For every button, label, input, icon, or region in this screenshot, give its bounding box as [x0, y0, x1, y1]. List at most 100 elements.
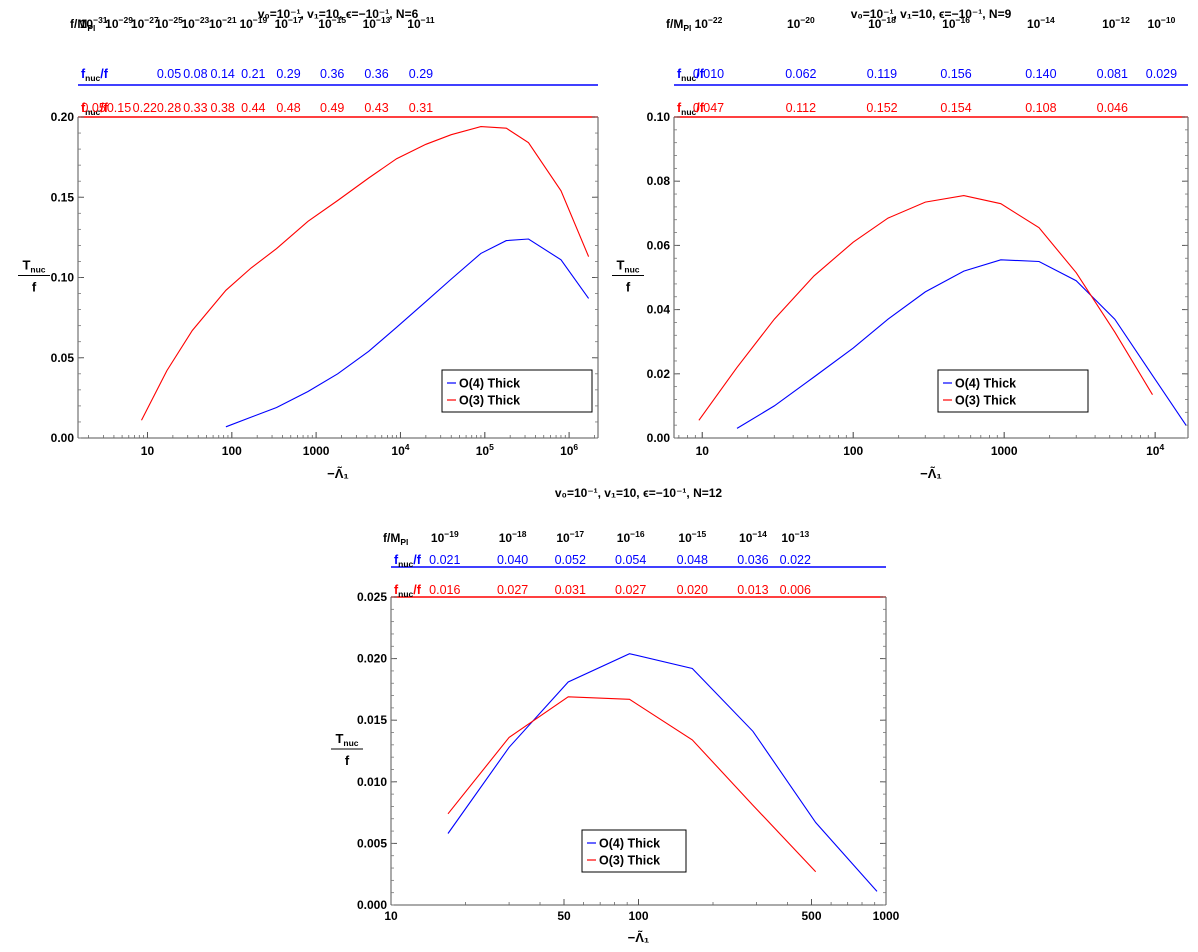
legend-box — [441, 369, 593, 413]
y-tick-label: 0.020 — [357, 652, 387, 666]
chart-title: v₀=10⁻¹, v₁=10, ϵ=−10⁻¹, N=6 — [258, 7, 419, 21]
y-tick-label: 0.010 — [357, 775, 387, 789]
chart-title: v₀=10⁻¹, v₁=10, ϵ=−10⁻¹, N=9 — [851, 7, 1012, 21]
legend-label: O(3) Thick — [599, 854, 660, 868]
top-axis-tick-label: 10−14 — [739, 529, 767, 545]
top-axis-tick-label: 10−17 — [275, 15, 303, 31]
legend-label: O(3) Thick — [955, 394, 1016, 408]
row-label: fnuc/f — [677, 101, 705, 117]
top-axis-tick-label: 10−13 — [781, 529, 809, 545]
x-tick-label: 104 — [1146, 442, 1164, 458]
x-tick-label: 100 — [222, 444, 242, 458]
x-tick-label: 100 — [843, 444, 863, 458]
chart-3: v₀=10⁻¹, v₁=10, ϵ=−10⁻¹, N=12 f/MPl 10−19 1… — [331, 486, 900, 945]
row-value: 0.052 — [555, 553, 586, 567]
top-axis-tick-label: 10−16 — [942, 15, 970, 31]
top-axis-tick-label: 10−31 — [80, 15, 108, 31]
row-value: 0.49 — [320, 101, 344, 115]
x-tick-label: 105 — [476, 442, 494, 458]
row-value: 0.048 — [677, 553, 708, 567]
y-axis-label-numerator: Tnuc — [22, 258, 45, 275]
row-value: 0.29 — [409, 67, 433, 81]
x-tick-label: 10 — [384, 909, 398, 923]
top-axis-label: f/MPl — [666, 17, 691, 33]
x-axis-label: −Λ̃₁ — [628, 930, 650, 945]
series-line-o4-thick — [447, 653, 878, 892]
row-value: 0.047 — [693, 101, 724, 115]
row-value: 0.38 — [211, 101, 235, 115]
top-axis-tick-label: 10−21 — [209, 15, 237, 31]
legend-label: O(4) Thick — [459, 377, 520, 391]
row-value: 0.29 — [276, 67, 300, 81]
row-value: 0.040 — [497, 553, 528, 567]
row-value: 0.31 — [409, 101, 433, 115]
y-axis-label-numerator: Tnuc — [335, 731, 358, 748]
top-axis-tick-label: 10−17 — [556, 529, 584, 545]
x-tick-label: 10 — [141, 444, 155, 458]
legend-label: O(4) Thick — [955, 377, 1016, 391]
row-value: 0.152 — [866, 101, 897, 115]
y-tick-label: 0.00 — [51, 431, 75, 445]
row-value: 0.154 — [940, 101, 971, 115]
y-tick-label: 0.06 — [647, 238, 671, 252]
x-tick-label: 100 — [628, 909, 648, 923]
y-tick-label: 0.00 — [647, 431, 671, 445]
x-axis-label: −Λ̃₁ — [920, 466, 942, 481]
x-axis-label: −Λ̃₁ — [327, 466, 349, 481]
y-tick-label: 0.15 — [51, 190, 75, 204]
top-axis-label: f/MPl — [70, 17, 95, 33]
top-axis-tick-label: 10−20 — [787, 15, 815, 31]
row-value: 0.062 — [785, 67, 816, 81]
top-axis-tick-label: 10−16 — [617, 529, 645, 545]
top-axis-tick-label: 10−29 — [105, 15, 133, 31]
row-value: 0.05 — [81, 101, 105, 115]
y-tick-label: 0.02 — [647, 367, 671, 381]
row-value: 0.022 — [780, 553, 811, 567]
y-tick-label: 0.10 — [51, 271, 75, 285]
y-axis-label-denominator: f — [32, 280, 37, 295]
top-axis-tick-label: 10−15 — [678, 529, 706, 545]
top-axis-tick-label: 10−18 — [868, 15, 896, 31]
row-value: 0.08 — [183, 67, 207, 81]
top-axis-tick-label: 10−10 — [1148, 15, 1176, 31]
x-tick-label: 500 — [801, 909, 821, 923]
row-value: 0.43 — [364, 101, 388, 115]
y-tick-label: 0.20 — [51, 110, 75, 124]
row-label: fnuc/f — [394, 583, 422, 599]
y-tick-label: 0.04 — [647, 303, 671, 317]
top-axis-tick-label: 10−22 — [695, 15, 723, 31]
top-axis-tick-label: 10−19 — [239, 15, 267, 31]
top-axis-tick-label: 10−19 — [431, 529, 459, 545]
row-value: 0.020 — [677, 583, 708, 597]
row-value: 0.016 — [429, 583, 460, 597]
y-axis-label-denominator: f — [345, 753, 350, 768]
row-label: fnuc/f — [81, 101, 109, 117]
row-value: 0.036 — [737, 553, 768, 567]
row-label: fnuc/f — [81, 67, 109, 83]
row-value: 0.006 — [780, 583, 811, 597]
top-axis-tick-label: 10−13 — [363, 15, 391, 31]
row-value: 0.28 — [157, 101, 181, 115]
chart-title: v₀=10⁻¹, v₁=10, ϵ=−10⁻¹, N=12 — [555, 486, 723, 500]
y-tick-label: 0.005 — [357, 836, 387, 850]
row-value: 0.05 — [157, 67, 181, 81]
row-value: 0.054 — [615, 553, 646, 567]
row-value: 0.027 — [497, 583, 528, 597]
row-value: 0.013 — [737, 583, 768, 597]
row-value: 0.36 — [364, 67, 388, 81]
row-value: 0.22 — [133, 101, 157, 115]
row-value: 0.021 — [429, 553, 460, 567]
row-value: 0.21 — [241, 67, 265, 81]
row-value: 0.112 — [786, 101, 816, 115]
series-line-o3-thick — [141, 126, 590, 421]
row-value: 0.108 — [1025, 101, 1056, 115]
series-line-o3-thick — [698, 195, 1153, 421]
row-value: 0.33 — [183, 101, 207, 115]
row-value: 0.140 — [1025, 67, 1056, 81]
x-tick-label: 106 — [560, 442, 578, 458]
legend-label: O(4) Thick — [599, 837, 660, 851]
x-tick-label: 50 — [557, 909, 571, 923]
top-axis-tick-label: 10−11 — [407, 15, 435, 31]
x-tick-label: 10 — [696, 444, 710, 458]
